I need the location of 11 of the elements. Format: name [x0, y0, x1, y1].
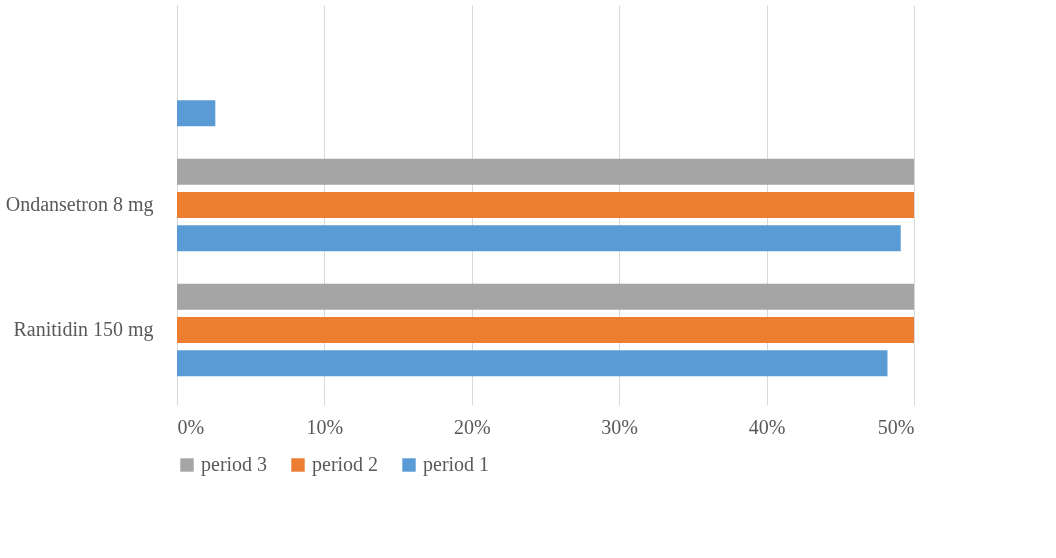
- legend-label: period 3: [201, 453, 268, 476]
- y-tick-label: Ranitidin 150 mg: [13, 318, 154, 341]
- x-tick-label: 10%: [306, 415, 344, 438]
- y-tick-label: Ondansetron 8 mg: [5, 193, 154, 216]
- x-tick-label: 40%: [748, 415, 786, 438]
- x-tick-label: 50%: [877, 415, 915, 438]
- x-tick-label: 30%: [601, 415, 639, 438]
- x-tick-label: 0%: [177, 415, 205, 438]
- legend-label: period 2: [312, 453, 379, 476]
- legend-label: period 1: [423, 453, 490, 476]
- x-tick-label: 20%: [453, 415, 491, 438]
